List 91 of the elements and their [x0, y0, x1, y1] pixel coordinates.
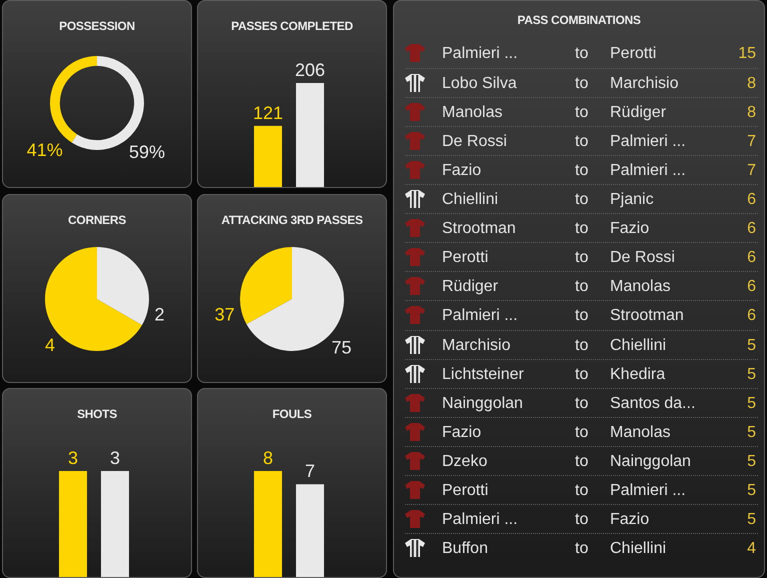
data-label: 8: [262, 448, 274, 468]
category-label: Fazio: [610, 511, 650, 528]
data-label: 5: [747, 481, 756, 501]
text: to: [575, 511, 588, 528]
chart-title: SHOTS: [76, 406, 118, 422]
text: to: [575, 74, 588, 92]
category-label: Rüdiger: [442, 278, 498, 296]
data-label: 41%: [26, 140, 63, 160]
category-label: Palmieri ...: [610, 482, 686, 499]
data-label: 5: [747, 336, 756, 356]
data-label: 5: [747, 452, 756, 472]
text: PASS COMBINATIONS: [516, 12, 642, 28]
data-label: 5: [747, 510, 756, 530]
category-label: Fazio: [442, 162, 482, 179]
data-label: 2: [154, 304, 164, 325]
category-label: Strootman: [610, 307, 684, 324]
data-label: 8: [747, 102, 756, 123]
category-label: Lichtsteiner: [442, 366, 524, 383]
data-label: 5: [747, 394, 756, 414]
data-label: 4: [747, 539, 756, 560]
text: to: [575, 540, 588, 558]
data-label: 7: [304, 461, 316, 482]
category-label: Rüdiger: [610, 104, 666, 121]
category-label: Perotti: [442, 482, 488, 499]
category-label: Manolas: [610, 424, 670, 441]
category-label: Dzeko: [442, 452, 488, 470]
data-label: 3: [68, 448, 78, 468]
text: to: [575, 220, 588, 238]
data-label: 6: [747, 306, 756, 326]
category-label: Perotti: [610, 44, 656, 62]
data-label: 59%: [128, 142, 165, 162]
data-label: 7: [747, 132, 756, 152]
category-label: Chiellini: [610, 540, 666, 558]
text: to: [575, 132, 588, 150]
category-label: Santos da...: [610, 394, 696, 412]
category-label: Perotti: [442, 249, 488, 266]
category-label: Palmieri ...: [442, 511, 518, 528]
text: to: [575, 249, 588, 266]
text: to: [575, 104, 588, 121]
data-label: 6: [747, 219, 756, 240]
data-label: 8: [747, 74, 756, 94]
text: to: [575, 452, 588, 470]
category-label: Chiellini: [442, 191, 498, 208]
text: to: [575, 44, 588, 64]
data-label: 121: [252, 102, 284, 123]
chart-title: PASSES COMPLETED: [230, 18, 354, 34]
category-label: Manolas: [610, 278, 670, 296]
category-label: Nainggolan: [610, 452, 691, 470]
text: to: [575, 278, 588, 296]
text: to: [575, 424, 588, 441]
category-label: Palmieri ...: [442, 307, 518, 324]
category-label: Palmieri ...: [610, 162, 686, 179]
chart-title: ATTACKING 3RD PASSES: [220, 212, 364, 228]
category-label: Strootman: [442, 220, 516, 238]
category-label: Fazio: [442, 424, 482, 441]
data-label: 75: [332, 337, 352, 358]
chart-title: FOULS: [271, 406, 313, 422]
text: to: [575, 482, 588, 499]
data-label: 7: [747, 160, 756, 181]
data-label: 4: [44, 334, 55, 355]
chart-title: CORNERS: [67, 212, 127, 228]
category-label: Fazio: [610, 220, 650, 238]
text: to: [575, 191, 588, 208]
category-label: Chiellini: [610, 336, 666, 354]
category-label: Marchisio: [610, 74, 678, 92]
data-label: 15: [738, 44, 756, 64]
data-label: 5: [747, 422, 756, 443]
category-label: Khedira: [610, 366, 666, 383]
category-label: Nainggolan: [442, 394, 523, 412]
text: to: [575, 162, 588, 179]
data-label: 6: [747, 190, 756, 210]
chart-title: POSSESSION: [58, 18, 136, 34]
category-label: De Rossi: [610, 249, 675, 266]
text: to: [575, 307, 588, 324]
category-label: Marchisio: [442, 336, 510, 354]
data-label: 5: [747, 364, 756, 385]
category-label: Pjanic: [610, 191, 654, 208]
category-label: De Rossi: [442, 132, 507, 150]
category-label: Manolas: [442, 104, 502, 121]
category-label: Palmieri ...: [442, 44, 518, 62]
category-label: Buffon: [442, 540, 488, 558]
data-label: 37: [214, 304, 235, 325]
text: to: [575, 336, 588, 354]
text: to: [575, 394, 588, 412]
category-label: Palmieri ...: [610, 132, 686, 150]
data-label: 6: [747, 277, 756, 298]
data-label: 3: [110, 448, 120, 468]
category-label: Lobo Silva: [442, 74, 517, 92]
data-label: 6: [747, 248, 756, 268]
data-label: 206: [294, 60, 326, 80]
text: to: [575, 366, 588, 383]
